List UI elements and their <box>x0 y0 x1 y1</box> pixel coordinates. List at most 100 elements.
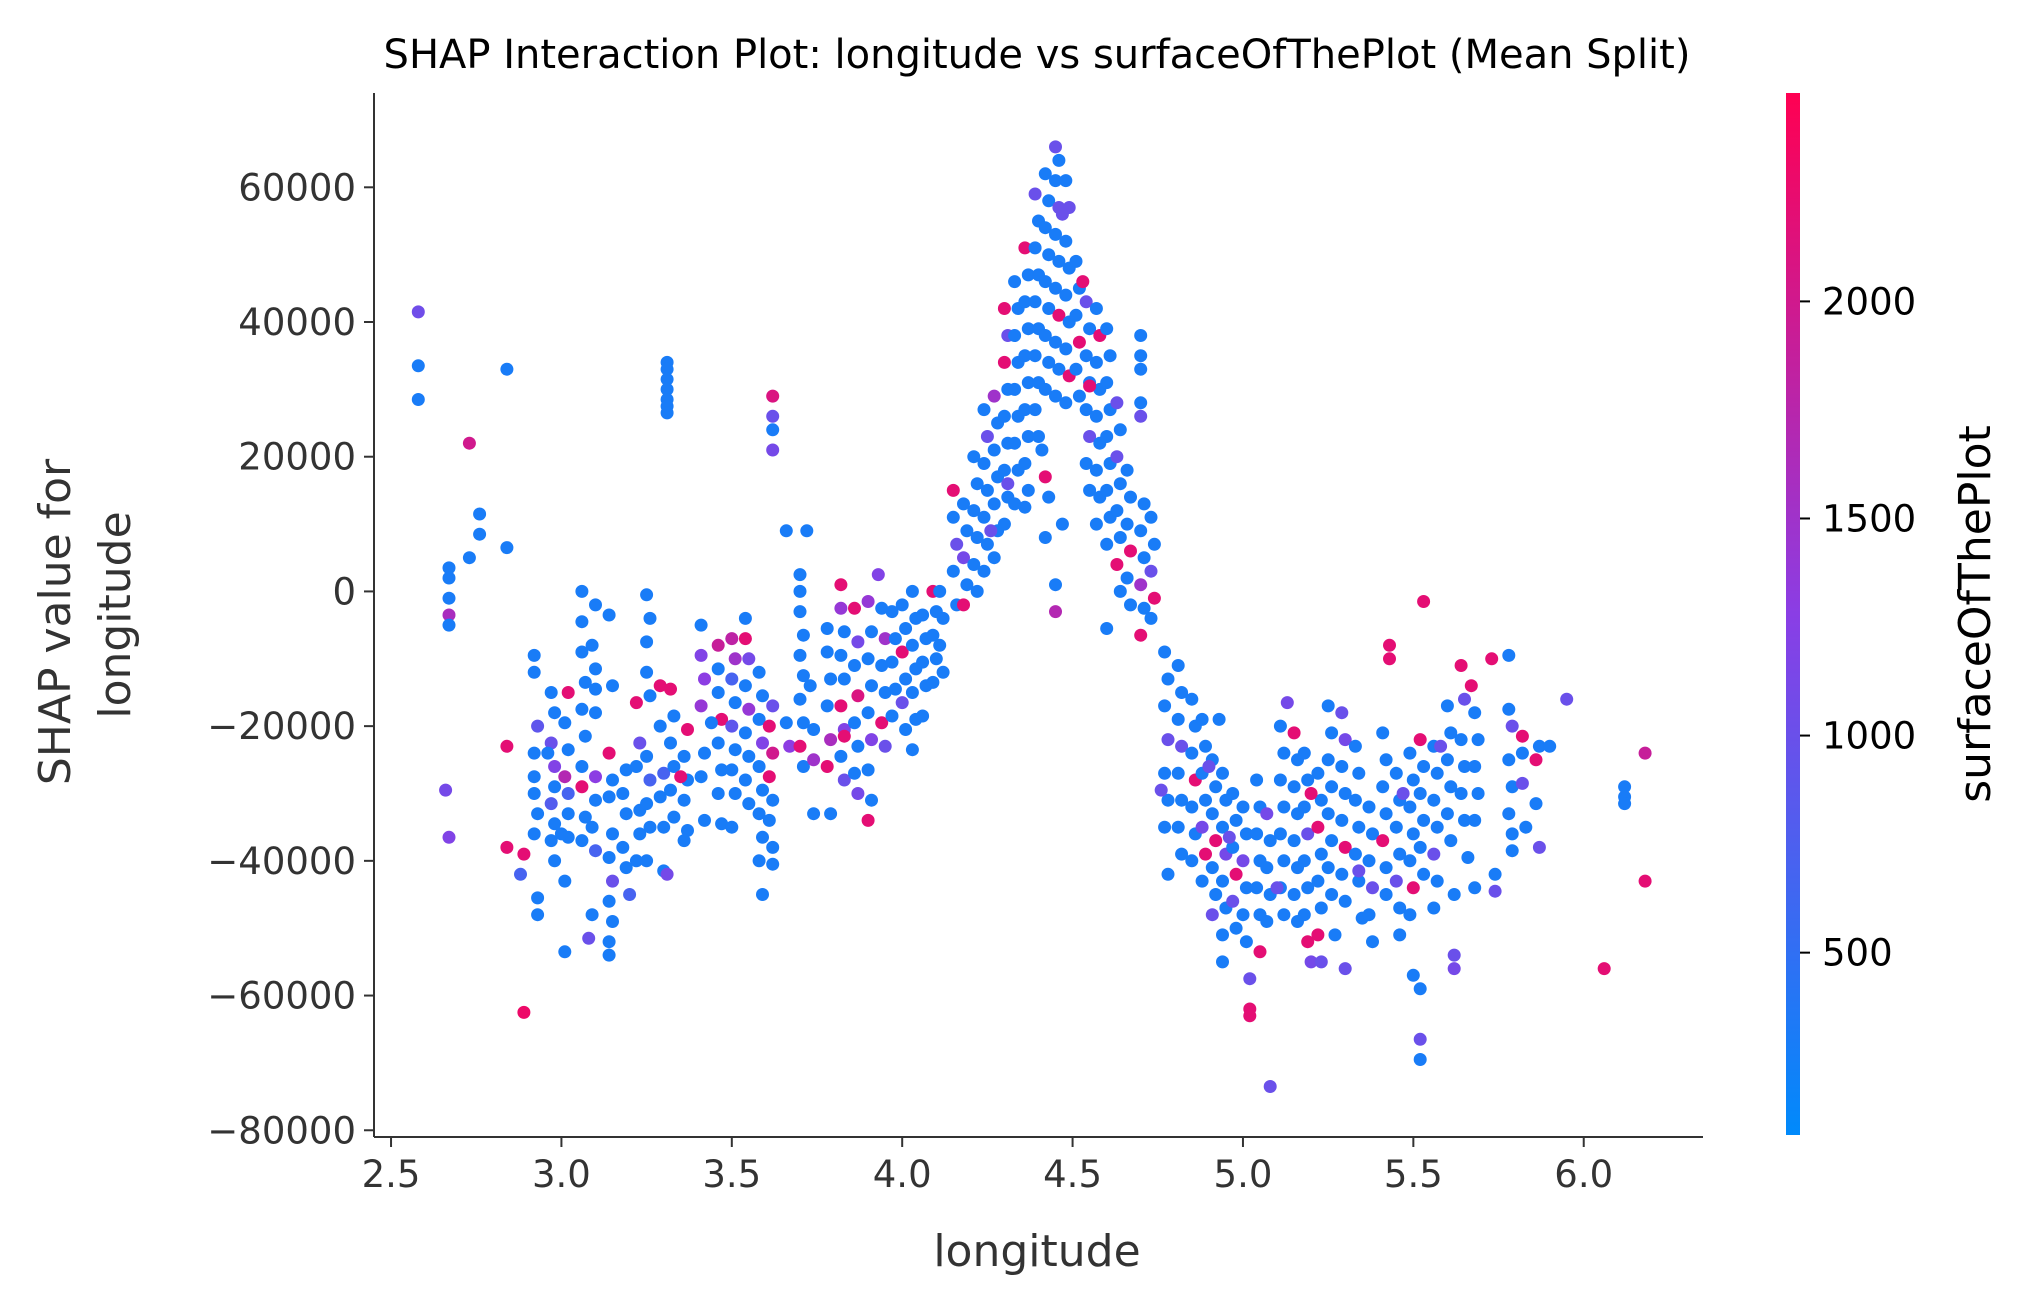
data-point <box>895 598 909 612</box>
data-point <box>442 618 456 632</box>
data-point <box>1134 628 1148 642</box>
data-point <box>606 773 619 787</box>
data-point <box>1325 888 1339 901</box>
data-point <box>967 504 981 518</box>
data-point <box>1488 867 1502 881</box>
data-point <box>1042 302 1056 315</box>
data-point <box>1079 295 1093 309</box>
y-tick-label: 20000 <box>238 436 356 479</box>
x-tick-label: 5.0 <box>1214 1153 1273 1196</box>
data-point <box>681 824 694 837</box>
data-point <box>1273 827 1287 841</box>
data-point <box>837 729 851 743</box>
data-point <box>694 618 708 632</box>
data-point <box>1008 497 1022 511</box>
data-point <box>1144 611 1158 625</box>
data-point <box>1038 221 1052 235</box>
data-point <box>711 736 725 750</box>
data-point <box>997 463 1011 477</box>
data-point <box>711 662 725 676</box>
data-point <box>629 760 643 773</box>
data-point <box>1304 955 1318 969</box>
data-point <box>1311 766 1325 780</box>
data-point <box>1338 787 1352 800</box>
data-point <box>1216 766 1229 780</box>
data-point <box>1042 248 1056 262</box>
data-point <box>558 874 572 888</box>
data-point <box>1083 483 1097 497</box>
data-point <box>1089 463 1103 477</box>
data-point <box>643 820 657 834</box>
data-point <box>878 739 892 753</box>
data-point <box>1161 867 1175 881</box>
data-point <box>1250 881 1264 895</box>
data-point <box>1464 679 1478 693</box>
data-point <box>643 611 657 625</box>
data-point <box>1059 234 1073 248</box>
data-point <box>807 723 821 736</box>
data-point <box>1158 699 1172 713</box>
data-point <box>1124 544 1137 558</box>
data-point <box>698 813 711 827</box>
data-point <box>1100 622 1114 635</box>
data-point <box>1072 389 1086 403</box>
scatter-points <box>411 140 1652 1093</box>
data-point <box>589 770 602 784</box>
data-point <box>752 807 766 821</box>
data-point <box>1263 1080 1277 1093</box>
data-point <box>1089 302 1103 315</box>
data-point <box>1028 187 1042 201</box>
data-point <box>1055 207 1069 221</box>
data-point <box>606 915 619 928</box>
data-point <box>1049 578 1062 592</box>
data-point <box>711 787 725 800</box>
data-point <box>531 807 545 821</box>
data-point <box>561 807 575 821</box>
x-axis-ticks: 2.5 3.0 3.5 4.0 4.5 5.0 5.5 6.0 <box>362 1137 1613 1196</box>
data-point <box>861 706 875 720</box>
data-point <box>575 645 589 659</box>
data-point <box>1321 807 1335 821</box>
data-point <box>1035 443 1049 457</box>
data-point <box>793 568 807 582</box>
data-point <box>946 510 960 524</box>
y-tick-label: −40000 <box>207 840 356 883</box>
data-point <box>558 770 572 784</box>
data-point <box>779 524 793 538</box>
data-point <box>1444 780 1458 794</box>
data-point <box>752 665 766 679</box>
data-point <box>1120 463 1134 477</box>
data-point <box>1229 813 1243 827</box>
colorbar-ticks: 500 1000 1500 2000 <box>1800 280 1916 975</box>
data-point <box>766 699 780 713</box>
data-point <box>1049 174 1062 188</box>
data-point <box>824 672 838 686</box>
data-point <box>589 844 602 858</box>
data-point <box>796 760 810 773</box>
data-point <box>1100 376 1114 390</box>
data-point <box>1113 477 1127 491</box>
data-point <box>1076 275 1090 289</box>
colorbar-tick-label: 2000 <box>1822 280 1916 323</box>
data-point <box>1366 935 1379 949</box>
data-point <box>1018 295 1032 309</box>
data-point <box>1430 820 1444 834</box>
data-point <box>1137 551 1151 565</box>
data-point <box>1389 874 1403 888</box>
data-point <box>980 430 994 443</box>
data-point <box>756 888 769 901</box>
data-point <box>1260 915 1274 928</box>
data-point <box>1185 692 1199 706</box>
data-point <box>725 719 739 733</box>
data-point <box>1100 322 1114 336</box>
data-point <box>950 537 964 551</box>
data-point <box>1124 490 1137 504</box>
data-point <box>1079 457 1093 470</box>
data-point <box>803 679 817 693</box>
data-point <box>1222 830 1236 844</box>
data-point <box>1042 490 1056 504</box>
data-point <box>548 760 562 773</box>
data-point <box>967 558 981 571</box>
data-point <box>442 561 456 575</box>
data-point <box>824 733 838 747</box>
